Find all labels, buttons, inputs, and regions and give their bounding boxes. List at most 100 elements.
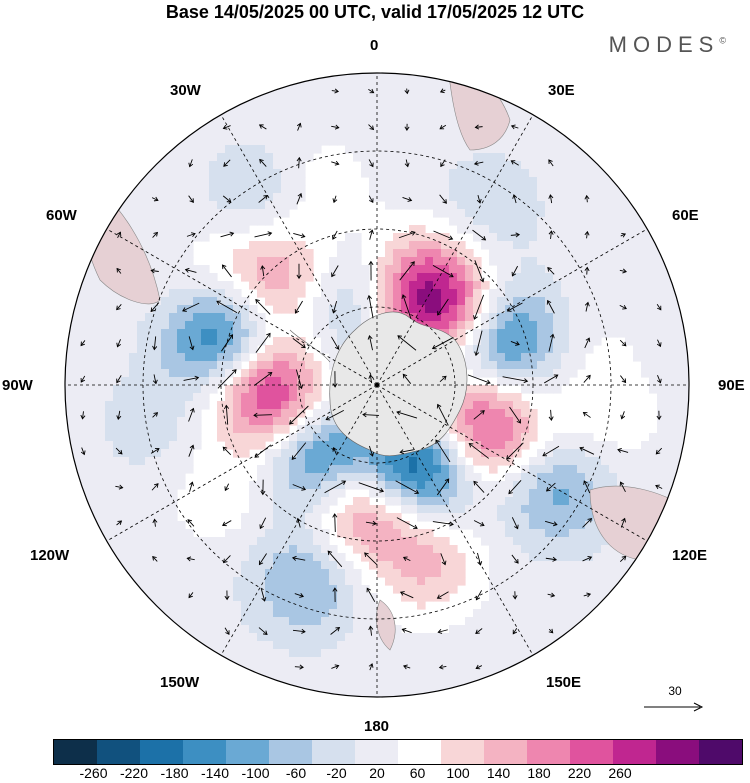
anomaly-cell — [473, 193, 482, 202]
anomaly-cell — [409, 649, 418, 658]
anomaly-cell — [641, 553, 650, 562]
anomaly-cell — [513, 649, 522, 658]
anomaly-cell — [209, 633, 218, 642]
anomaly-cell — [481, 161, 490, 170]
anomaly-cell — [281, 457, 290, 466]
anomaly-cell — [537, 169, 546, 178]
anomaly-cell — [401, 505, 410, 514]
anomaly-cell — [505, 505, 514, 514]
anomaly-cell — [153, 585, 162, 594]
anomaly-cell — [305, 89, 314, 98]
anomaly-cell — [265, 529, 274, 538]
anomaly-cell — [457, 457, 466, 466]
anomaly-cell — [353, 289, 362, 298]
anomaly-cell — [497, 241, 506, 250]
anomaly-cell — [409, 273, 418, 282]
anomaly-cell — [289, 249, 298, 258]
anomaly-cell — [297, 273, 306, 282]
anomaly-cell — [289, 641, 298, 650]
anomaly-cell — [345, 81, 354, 90]
anomaly-cell — [497, 185, 506, 194]
anomaly-cell — [305, 473, 314, 482]
anomaly-cell — [497, 441, 506, 450]
anomaly-cell — [425, 105, 434, 114]
anomaly-cell — [145, 353, 154, 362]
anomaly-cell — [577, 561, 586, 570]
anomaly-cell — [545, 633, 554, 642]
anomaly-cell — [417, 497, 426, 506]
anomaly-cell — [401, 569, 410, 578]
anomaly-cell — [81, 505, 90, 514]
anomaly-cell — [449, 641, 458, 650]
anomaly-cell — [393, 649, 402, 658]
anomaly-cell — [233, 553, 242, 562]
anomaly-cell — [513, 137, 522, 146]
wind-vector — [115, 484, 124, 490]
anomaly-cell — [313, 553, 322, 562]
anomaly-cell — [441, 193, 450, 202]
anomaly-cell — [385, 457, 394, 466]
anomaly-cell — [129, 409, 138, 418]
anomaly-cell — [625, 273, 634, 282]
anomaly-cell — [577, 345, 586, 354]
anomaly-cell — [265, 417, 274, 426]
anomaly-cell — [601, 577, 610, 586]
anomaly-cell — [681, 417, 689, 426]
anomaly-cell — [89, 337, 98, 346]
anomaly-cell — [393, 681, 402, 690]
anomaly-cell — [185, 409, 194, 418]
anomaly-cell — [257, 649, 266, 658]
anomaly-cell — [401, 529, 410, 538]
anomaly-cell — [161, 385, 170, 394]
meridian-line — [376, 114, 534, 386]
anomaly-cell — [409, 193, 418, 202]
anomaly-cell — [505, 657, 514, 666]
wind-vector — [260, 479, 266, 496]
anomaly-cell — [345, 329, 354, 338]
anomaly-cell — [409, 489, 418, 498]
anomaly-cell — [233, 537, 242, 546]
anomaly-cell — [217, 601, 226, 610]
anomaly-cell — [313, 537, 322, 546]
anomaly-cell — [601, 313, 610, 322]
anomaly-cell — [417, 513, 426, 522]
anomaly-cell — [465, 401, 474, 410]
anomaly-cell — [177, 609, 186, 618]
anomaly-cell — [553, 345, 562, 354]
anomaly-cell — [161, 281, 170, 290]
anomaly-cell — [305, 425, 314, 434]
anomaly-cell — [297, 673, 306, 682]
anomaly-cell — [193, 385, 202, 394]
anomaly-cell — [321, 577, 330, 586]
anomaly-cell — [137, 209, 146, 218]
anomaly-cell — [401, 465, 410, 474]
lon-label-180: 180 — [364, 718, 390, 735]
anomaly-cell — [497, 89, 506, 98]
anomaly-cell — [529, 121, 538, 130]
anomaly-cell — [329, 457, 338, 466]
anomaly-cell — [353, 305, 362, 314]
anomaly-cell — [561, 609, 570, 618]
anomaly-cell — [553, 337, 562, 346]
wind-vector — [224, 590, 230, 601]
anomaly-cell — [569, 273, 578, 282]
anomaly-cell — [521, 225, 530, 234]
anomaly-cell — [249, 97, 258, 106]
anomaly-cell — [505, 273, 514, 282]
anomaly-cell — [353, 521, 362, 530]
anomaly-cell — [393, 185, 402, 194]
anomaly-cell — [105, 209, 114, 218]
anomaly-cell — [489, 489, 498, 498]
anomaly-cell — [521, 145, 530, 154]
anomaly-cell — [321, 417, 330, 426]
anomaly-cell — [665, 377, 674, 386]
wind-vector — [436, 403, 449, 426]
anomaly-cell — [593, 561, 602, 570]
anomaly-cell — [521, 481, 530, 490]
anomaly-cell — [169, 489, 178, 498]
anomaly-cell — [449, 297, 458, 306]
anomaly-cell — [561, 233, 570, 242]
anomaly-cell — [545, 161, 554, 170]
anomaly-cell — [337, 449, 346, 458]
anomaly-cell — [497, 497, 506, 506]
